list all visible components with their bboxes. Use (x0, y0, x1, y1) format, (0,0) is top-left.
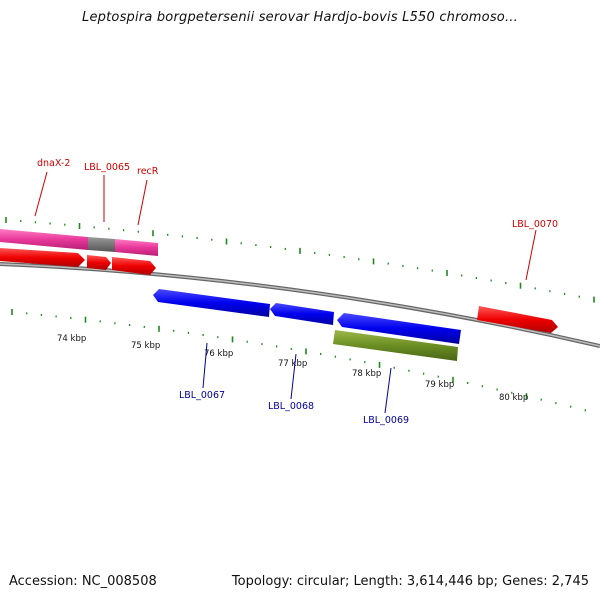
leader-line-LBL_0068 (290, 353, 297, 400)
forward-strand-ticks (5, 217, 595, 303)
kbp-label-80: 80 kbp (499, 393, 528, 403)
gene-label-LBL_0069[interactable]: LBL_0069 (363, 415, 409, 426)
leader-line-recR (137, 179, 148, 226)
accession-text: Accession: NC_008508 (9, 574, 157, 589)
gene-label-LBL_0067[interactable]: LBL_0067 (179, 390, 225, 401)
gene-label-LBL_0065[interactable]: LBL_0065 (84, 162, 130, 173)
kbp-label-75: 75 kbp (131, 341, 160, 351)
chromosome-backbone-outer (0, 262, 600, 348)
gene-LBL_0070-arrow[interactable] (477, 306, 558, 333)
pink-feature-left[interactable] (0, 229, 88, 250)
gene-LBL_0069-arrow[interactable] (337, 313, 461, 344)
gene-dnaX-2-arrow[interactable] (0, 248, 85, 267)
pink-feature-right[interactable] (115, 239, 158, 256)
gene-LBL_0067-arrow[interactable] (153, 289, 270, 317)
gene-LBL_0068-arrow[interactable] (270, 303, 334, 325)
kbp-label-78: 78 kbp (352, 369, 381, 379)
map-title: Leptospira borgpetersenii serovar Hardjo… (82, 10, 518, 25)
olive-feature[interactable] (333, 330, 458, 361)
genome-summary-text: Topology: circular; Length: 3,614,446 bp… (231, 574, 589, 589)
kbp-label-77: 77 kbp (278, 359, 307, 369)
reverse-strand-ticks (11, 309, 586, 412)
chromosome-backbone-inner (0, 263, 600, 347)
gene-LBL_0065-arrow[interactable] (87, 255, 111, 270)
kbp-label-74: 74 kbp (57, 334, 86, 344)
gene-label-dnaX-2[interactable]: dnaX-2 (37, 158, 70, 169)
gene-label-LBL_0068[interactable]: LBL_0068 (268, 401, 314, 412)
gray-feature[interactable] (88, 237, 115, 252)
gene-label-LBL_0070[interactable]: LBL_0070 (512, 219, 558, 230)
kbp-label-76: 76 kbp (204, 349, 233, 359)
kbp-label-79: 79 kbp (425, 380, 454, 390)
gene-recR-arrow[interactable] (112, 257, 156, 275)
gene-label-recR[interactable]: recR (137, 166, 159, 177)
leader-line-dnaX-2 (34, 171, 48, 217)
leader-line-LBL_0067 (202, 342, 208, 389)
leader-line-LBL_0070 (525, 229, 537, 281)
leader-line-LBL_0069 (384, 367, 392, 414)
